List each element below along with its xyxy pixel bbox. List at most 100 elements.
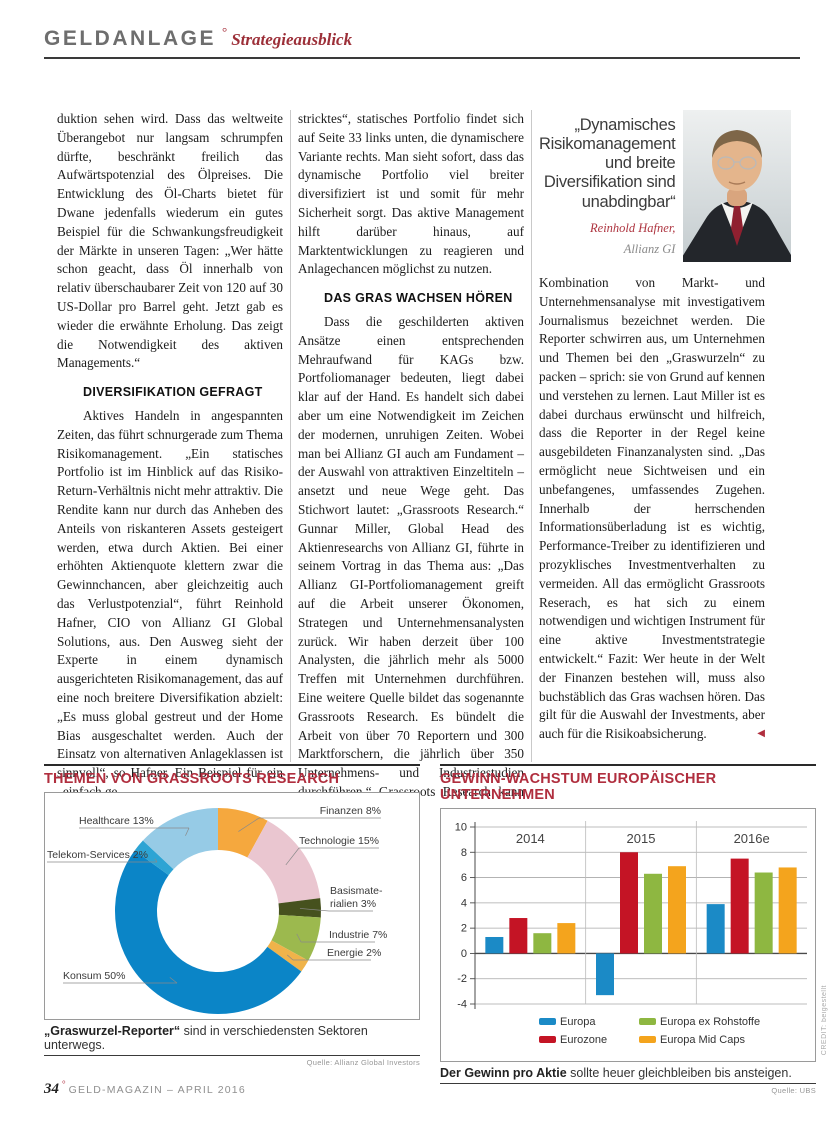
- legend-label: Europa ex Rohstoffe: [660, 1016, 760, 1028]
- bar-chart-block: GEWINN-WACHSTUM EUROPÄISCHER UNTERNEHMEN…: [440, 764, 816, 1095]
- paragraph: duktion sehen wird. Dass das weltweite Ü…: [57, 111, 283, 371]
- donut-chart-box: Finanzen 8% Technologie 15% Basismate-rial…: [44, 792, 420, 1020]
- donut-slice-label: Telekom-Services 2%: [47, 849, 148, 861]
- y-axis-tick-label: -4: [457, 999, 467, 1011]
- label-leader-line: [299, 908, 330, 912]
- bar: [620, 852, 638, 954]
- bar: [485, 936, 504, 954]
- donut-slice-label: Finanzen 8%: [320, 805, 381, 817]
- category-label: 2014: [516, 831, 545, 846]
- donut-slice-label: Healthcare 13%: [79, 815, 154, 827]
- donut-slice: [271, 914, 321, 961]
- donut-slice-label: rialien 3%: [330, 898, 376, 910]
- degree-mark: °: [62, 1079, 66, 1089]
- label-leader-line: [238, 817, 260, 832]
- bar: [754, 872, 773, 954]
- label-leader-line: [154, 858, 158, 863]
- donut-chart-source: Quelle: Allianz Global Investors: [306, 1058, 420, 1067]
- chart-top-rule: [44, 764, 420, 766]
- page-number: 34: [44, 1081, 59, 1097]
- y-axis-tick-label: 6: [461, 872, 467, 884]
- paragraph: Kombination von Markt- und Unternehmensa…: [539, 274, 765, 744]
- donut-slice: [267, 940, 309, 972]
- section-heading-diversifikation: DIVERSIFIKATION GEFRAGT: [83, 385, 263, 400]
- bar: [533, 933, 552, 954]
- donut-slice: [134, 840, 174, 876]
- y-axis-tick-label: 10: [455, 822, 467, 834]
- bar: [778, 867, 797, 954]
- article-column-1: duktion sehen wird. Dass das weltweite Ü…: [57, 110, 283, 799]
- bar: [706, 904, 725, 954]
- donut-slice-label: Technologie 15%: [299, 835, 379, 847]
- label-leader-line: [185, 827, 190, 836]
- pull-quote: „Dynamisches Risikomanagement und breite…: [539, 116, 676, 211]
- paragraph: Aktives Handeln in angespannten Zeiten, …: [57, 407, 283, 799]
- caption-rest: sollte heuer gleichbleiben bis ansteigen…: [566, 1066, 792, 1080]
- bar-chart-title: GEWINN-WACHSTUM EUROPÄISCHER UNTERNEHMEN: [440, 771, 717, 803]
- donut-slice: [142, 808, 218, 870]
- legend-swatch: [639, 1018, 656, 1025]
- y-axis-tick-label: 2: [461, 923, 467, 935]
- y-axis-tick-label: -2: [457, 973, 467, 985]
- bar-chart-box: 10 8 6 4 2 0 -2 -4 2014 2015 2016e Europa Eurozone Eu…: [440, 808, 816, 1062]
- donut-slice: [247, 820, 321, 904]
- donut-slice-label: Konsum 50%: [63, 970, 125, 982]
- label-leader-line: [296, 933, 302, 943]
- bar-chart-svg: 10 8 6 4 2 0 -2 -4 2014 2015 2016e Europa Eurozone Eu…: [455, 821, 807, 1046]
- caption-bold: Der Gewinn pro Aktie: [440, 1066, 567, 1080]
- legend-label: Europa Mid Caps: [660, 1034, 745, 1046]
- legend-swatch: [539, 1018, 556, 1025]
- donut-slice: [278, 898, 321, 918]
- section-title: GELDANLAGE: [44, 27, 216, 50]
- quote-organization: Allianz GI: [623, 242, 676, 257]
- photo-credit: CREDIT: beigestellt: [821, 985, 828, 1056]
- pull-quote-block: „Dynamisches Risikomanagement und breite…: [539, 110, 792, 262]
- pull-quote-text-wrap: „Dynamisches Risikomanagement und breite…: [539, 110, 683, 262]
- bar: [730, 858, 749, 954]
- label-leader-line: [285, 847, 300, 866]
- y-axis-tick-label: 4: [461, 897, 467, 909]
- donut-chart-block: THEMEN VON GRASSROOTS RESEARCH Finanzen …: [44, 764, 420, 1067]
- paragraph: stricktes“, statisches Portfolio findet …: [298, 111, 524, 277]
- y-axis-tick-label: 8: [461, 847, 467, 859]
- label-leader-line: [169, 977, 178, 984]
- paragraph: Dass die geschilderten aktiven Ansätze e…: [298, 313, 524, 818]
- category-label: 2015: [627, 831, 656, 846]
- donut-chart-caption: „Graswurzel-Reporter“ sind in verschiede…: [44, 1020, 420, 1056]
- section-heading-gras: DAS GRAS WACHSEN HÖREN: [324, 291, 513, 306]
- donut-slice-label: Energie 2%: [327, 947, 381, 959]
- degree-mark: °: [222, 24, 228, 39]
- donut-chart-title: THEMEN VON GRASSROOTS RESEARCH: [44, 771, 340, 787]
- article-column-3: „Dynamisches Risikomanagement und breite…: [531, 110, 792, 762]
- donut-slice: [115, 850, 302, 1014]
- donut-slice-label: Industrie 7%: [329, 929, 387, 941]
- caption-rest: sind in verschiedensten Sektoren unterwe…: [44, 1024, 368, 1052]
- legend-swatch: [639, 1036, 656, 1043]
- page-footer: 34 ° GELD-MAGAZIN – APRIL 2016: [44, 1079, 246, 1098]
- quote-author: Reinhold Hafner,: [590, 220, 676, 235]
- bar: [644, 873, 662, 954]
- paragraph-text: Kombination von Markt- und Unternehmensa…: [539, 275, 765, 742]
- bar-chart-source: Quelle: UBS: [771, 1086, 816, 1095]
- tie: [731, 206, 744, 246]
- magazine-name: GELD-MAGAZIN – APRIL 2016: [68, 1084, 246, 1096]
- bar: [557, 923, 576, 954]
- donut-chart-svg: Finanzen 8% Technologie 15% Basismate-rial…: [47, 805, 387, 1014]
- section-header: GELDANLAGE ° Strategieausblick: [44, 24, 800, 59]
- bar-chart-caption: Der Gewinn pro Aktie sollte heuer gleich…: [440, 1062, 816, 1084]
- article-column-2: stricktes“, statisches Portfolio findet …: [290, 110, 524, 818]
- category-label: 2016e: [734, 831, 770, 846]
- caption-bold: „Graswurzel-Reporter“: [44, 1024, 181, 1038]
- portrait-photo: [683, 110, 792, 262]
- bar: [596, 953, 614, 996]
- legend-label: Europa: [560, 1016, 596, 1028]
- donut-slice-label: Basismate-: [330, 885, 383, 897]
- subsection-title: Strategieausblick: [231, 30, 353, 49]
- label-leader-line: [287, 954, 294, 961]
- article-end-icon: ◀: [757, 728, 765, 740]
- legend-label: Eurozone: [560, 1034, 607, 1046]
- legend-swatch: [539, 1036, 556, 1043]
- chart-top-rule: [440, 764, 816, 766]
- article-body: duktion sehen wird. Dass das weltweite Ü…: [57, 110, 792, 818]
